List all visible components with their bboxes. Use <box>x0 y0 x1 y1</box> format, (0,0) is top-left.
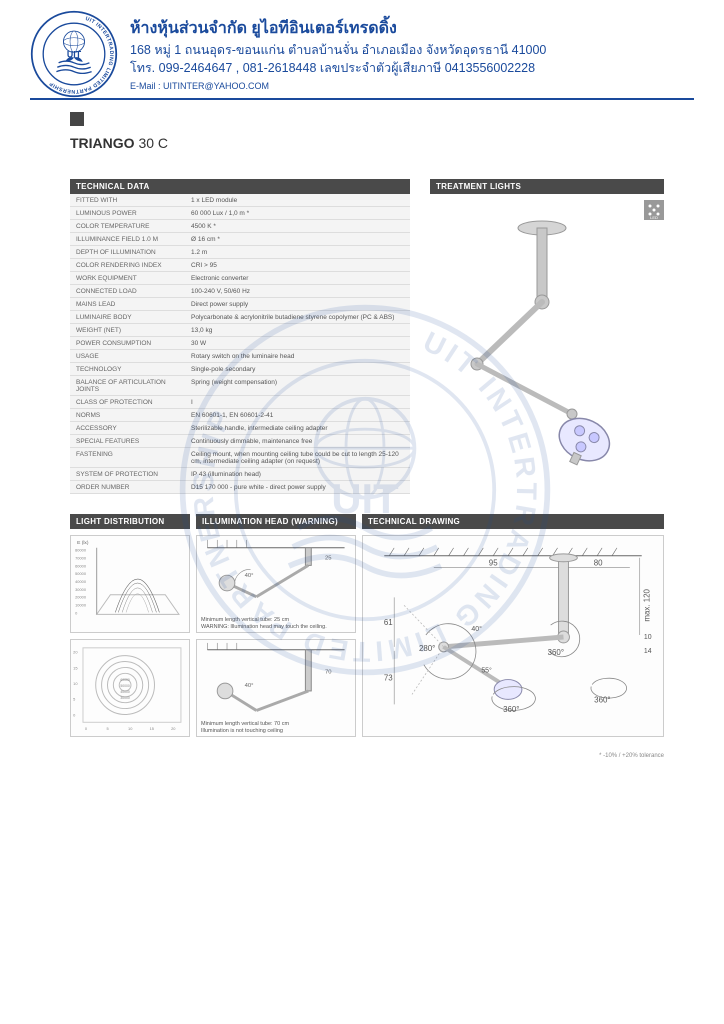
illum-head-header: ILLUMINATION HEAD (WARNING) <box>196 514 356 529</box>
svg-text:360°: 360° <box>594 696 610 705</box>
svg-text:20000: 20000 <box>75 595 87 600</box>
product-title: TRIANGO 30 C <box>70 135 664 151</box>
table-row: POWER CONSUMPTION30 W <box>70 337 410 350</box>
company-phone: โทร. 099-2464647 , 081-2618448 เลขประจำต… <box>130 60 694 77</box>
svg-text:50000: 50000 <box>120 685 130 689</box>
svg-text:15: 15 <box>150 727 155 732</box>
svg-text:95: 95 <box>489 559 498 568</box>
light-dist-3d: E (lx) 80000 70000 60000 50000 40000 30000 2… <box>70 535 190 633</box>
table-row: BALANCE OF ARTICULATION JOINTSSpring (we… <box>70 376 410 396</box>
svg-text:10: 10 <box>73 682 78 687</box>
page-number-badge <box>70 112 84 126</box>
svg-text:0: 0 <box>75 611 78 616</box>
svg-text:73: 73 <box>384 674 393 683</box>
svg-text:10: 10 <box>128 727 133 732</box>
table-row: CLASS OF PROTECTIONI <box>70 396 410 409</box>
svg-text:20: 20 <box>73 650 78 655</box>
svg-text:60000: 60000 <box>75 564 87 569</box>
svg-text:60000: 60000 <box>120 679 130 683</box>
svg-text:80: 80 <box>594 559 603 568</box>
svg-text:20: 20 <box>171 727 176 732</box>
light-dist-contour: 20 15 10 5 0 60000 50000 40000 30000 0 5 10 <box>70 639 190 737</box>
svg-text:280°: 280° <box>419 644 435 653</box>
svg-text:40°: 40° <box>245 684 254 690</box>
svg-text:70: 70 <box>325 670 332 676</box>
svg-text:5: 5 <box>106 727 109 732</box>
table-row: FITTED WITH1 x LED module <box>70 194 410 207</box>
svg-text:0: 0 <box>73 713 76 718</box>
company-address: 168 หมู่ 1 ถนนอุดร-ขอนแก่น ตำบลบ้านจั่น … <box>130 42 694 59</box>
table-row: LUMINOUS POWER60 000 Lux / 1,0 m * <box>70 207 410 220</box>
table-row: FASTENINGCeiling mount, when mounting ce… <box>70 448 410 468</box>
illum-warning-1: 25 40° Minimum length vertical tube: 25 … <box>196 535 356 633</box>
svg-text:LED: LED <box>650 215 658 220</box>
svg-text:E (lx): E (lx) <box>77 540 89 546</box>
letterhead: UIT INTERTRADING LIMITED PARTNERSHIP UIT… <box>30 0 694 100</box>
svg-text:max. 120: max. 120 <box>643 589 652 622</box>
product-image <box>430 204 644 484</box>
svg-text:30000: 30000 <box>75 587 87 592</box>
svg-text:40°: 40° <box>245 574 254 580</box>
svg-text:15: 15 <box>73 666 78 671</box>
svg-text:80000: 80000 <box>75 548 87 553</box>
table-row: USAGERotary switch on the luminaire head <box>70 350 410 363</box>
svg-text:14: 14 <box>644 648 652 655</box>
svg-text:55°: 55° <box>481 667 492 675</box>
svg-text:30000: 30000 <box>120 696 130 700</box>
company-email: E-Mail : UITINTER@YAHOO.COM <box>130 80 694 92</box>
svg-text:10: 10 <box>644 634 652 641</box>
table-row: COLOR RENDERING INDEXCRI > 95 <box>70 259 410 272</box>
svg-text:40000: 40000 <box>75 580 87 585</box>
technical-drawing: 95 80 max. 120 10 14 <box>362 535 664 737</box>
table-row: ILLUMINANCE FIELD 1.0 MØ 16 cm * <box>70 233 410 246</box>
table-row: WORK EQUIPMENTElectronic converter <box>70 272 410 285</box>
table-row: ACCESSORYSterilizable handle, intermedia… <box>70 422 410 435</box>
light-dist-header: LIGHT DISTRIBUTION <box>70 514 190 529</box>
table-row: NORMSEN 60601-1, EN 60601-2-41 <box>70 409 410 422</box>
svg-text:360°: 360° <box>503 706 519 715</box>
table-row: DEPTH OF ILLUMINATION1.2 m <box>70 246 410 259</box>
table-row: MAINS LEADDirect power supply <box>70 298 410 311</box>
led-badge-icon: LED <box>644 200 664 220</box>
table-row: COLOR TEMPERATURE4500 K * <box>70 220 410 233</box>
table-row: ORDER NUMBERD15 170 000 - pure white - d… <box>70 481 410 494</box>
svg-text:360°: 360° <box>548 648 564 657</box>
svg-text:40°: 40° <box>471 626 482 634</box>
table-row: SPECIAL FEATURESContinuously dimmable, m… <box>70 435 410 448</box>
tech-data-table: FITTED WITH1 x LED moduleLUMINOUS POWER6… <box>70 194 410 494</box>
svg-text:0: 0 <box>85 727 88 732</box>
table-row: WEIGHT (NET)13,0 kg <box>70 324 410 337</box>
company-logo: UIT INTERTRADING LIMITED PARTNERSHIP UIT <box>30 10 118 98</box>
treatment-header: TREATMENT LIGHTS <box>430 179 664 194</box>
tolerance-note: * -10% / +20% tolerance <box>70 753 664 759</box>
svg-text:61: 61 <box>384 619 393 628</box>
svg-text:10000: 10000 <box>75 603 87 608</box>
treatment-lights-section: TREATMENT LIGHTS LED <box>430 179 664 494</box>
table-row: TECHNOLOGYSingle-pole secondary <box>70 363 410 376</box>
svg-text:UIT: UIT <box>67 50 82 60</box>
table-row: CONNECTED LOAD100-240 V, 50/60 Hz <box>70 285 410 298</box>
company-name: ห้างหุ้นส่วนจำกัด ยูไอทีอินเตอร์เทรดดิ้ง <box>130 18 694 40</box>
tech-draw-header: TECHNICAL DRAWING <box>362 514 664 529</box>
svg-text:25: 25 <box>325 556 332 562</box>
svg-text:70000: 70000 <box>75 556 87 561</box>
table-row: SYSTEM OF PROTECTIONIP 43 (illumination … <box>70 468 410 481</box>
table-row: LUMINAIRE BODYPolycarbonate & acrylonitr… <box>70 311 410 324</box>
technical-data-section: TECHNICAL DATA FITTED WITH1 x LED module… <box>70 179 410 494</box>
svg-text:5: 5 <box>73 697 76 702</box>
svg-text:40000: 40000 <box>120 690 130 694</box>
tech-data-header: TECHNICAL DATA <box>70 179 410 194</box>
illum-warning-2: 70 40° Minimum length vertical tube: 70 … <box>196 639 356 737</box>
svg-text:50000: 50000 <box>75 572 87 577</box>
